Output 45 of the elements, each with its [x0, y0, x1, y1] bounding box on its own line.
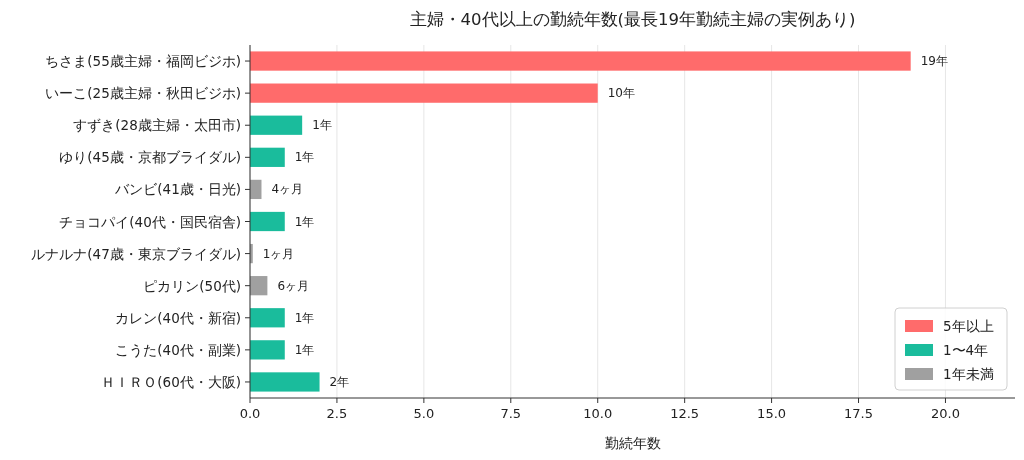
x-tick-label: 20.0	[930, 406, 960, 421]
text: 6ヶ月	[277, 278, 310, 293]
text: 19年	[920, 54, 948, 69]
bar	[250, 147, 285, 167]
bar	[250, 276, 268, 296]
bar	[250, 308, 285, 328]
y-tick-label: ちさま(55歳主婦・福岡ビジホ)	[45, 53, 241, 70]
y-tick-label: いーこ(25歳主婦・秋田ビジホ)	[45, 85, 241, 102]
y-tick-label: ルナルナ(47歳・東京ブライダル)	[31, 245, 241, 262]
text: 4ヶ月	[271, 182, 304, 197]
x-tick-label: 2.5	[326, 406, 348, 421]
text: 1年	[294, 214, 315, 229]
text: 2年	[329, 374, 350, 389]
legend-label: 1〜4年	[943, 342, 989, 358]
x-tick-label: 15.0	[757, 406, 787, 421]
bar	[250, 340, 285, 360]
chart-title: 主婦・40代以上の勤続年数(最長19年勤続主婦の実例あり)	[409, 10, 856, 29]
x-tick-label: 7.5	[500, 406, 522, 421]
x-tick-label: 12.5	[670, 406, 700, 421]
bar	[250, 115, 303, 135]
x-tick-label: 10.0	[583, 406, 613, 421]
text: 10年	[607, 86, 636, 101]
y-tick-label: バンビ(41歳・日光)	[114, 181, 241, 198]
y-tick-label: こうた(40代・副業)	[115, 341, 241, 358]
y-tick-label: ゆり(45歳・京都ブライダル)	[59, 149, 241, 166]
y-tick-label: すずき(28歳主婦・太田市)	[73, 117, 241, 134]
bar	[250, 211, 285, 232]
y-tick-label: チョコパイ(40代・国民宿舎)	[59, 213, 241, 230]
x-tick-label: 0.0	[239, 406, 261, 421]
bar	[250, 51, 911, 71]
x-tick-label: 17.5	[844, 406, 873, 421]
y-tick-label: カレン(40代・新宿)	[115, 309, 241, 326]
x-axis-title: 勤続年数	[604, 435, 661, 451]
text: 1年	[312, 118, 332, 133]
y-tick-label: ピカリン(50代)	[143, 277, 241, 294]
legend-label: 1年未満	[943, 366, 994, 382]
text: 1ヶ月	[262, 246, 295, 261]
bar	[250, 83, 598, 103]
bar	[250, 372, 320, 392]
x-tick-label: 5.0	[413, 406, 435, 421]
legend-label: 5年以上	[943, 318, 994, 334]
y-tick-label: ＨＩＲＯ(60代・大阪)	[101, 373, 241, 390]
text: 1年	[294, 342, 315, 357]
text: 1年	[294, 150, 315, 165]
text: 1年	[294, 310, 315, 325]
